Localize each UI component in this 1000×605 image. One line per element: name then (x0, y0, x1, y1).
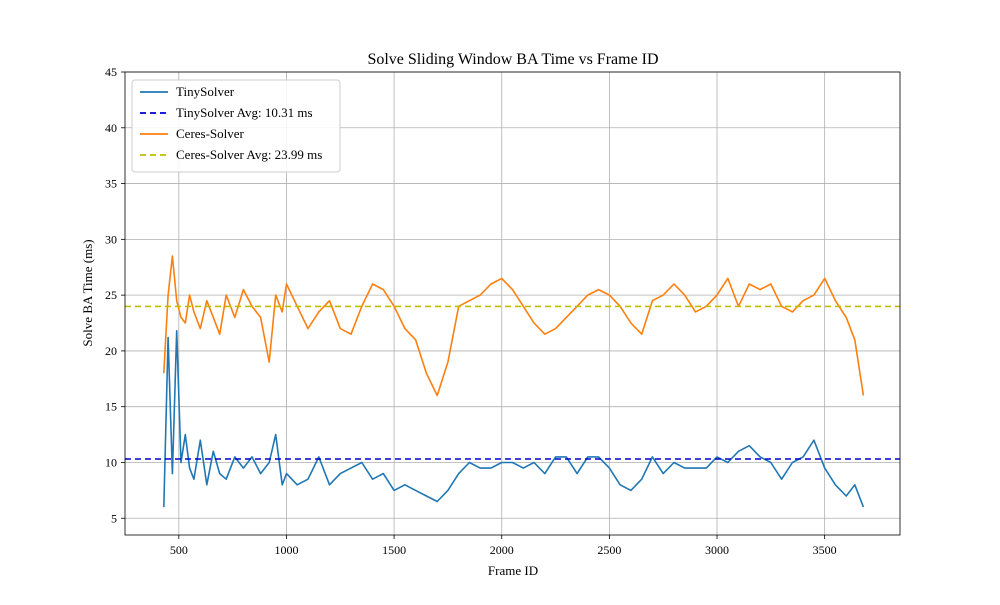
y-tick-label: 25 (105, 288, 117, 302)
y-tick-label: 40 (105, 121, 117, 135)
legend-label: Ceres-Solver (176, 126, 245, 141)
x-tick-label: 1000 (274, 543, 298, 557)
plot-series (125, 255, 900, 508)
y-tick-label: 30 (105, 232, 117, 246)
x-tick-label: 3000 (705, 543, 729, 557)
legend: TinySolver TinySolver Avg: 10.31 ms Ceres-… (131, 79, 341, 173)
x-tick-label: 500 (170, 543, 188, 557)
y-tick-label: 20 (105, 344, 117, 358)
x-tick-label: 2500 (597, 543, 621, 557)
gridlines (125, 71, 900, 535)
legend-label: Ceres-Solver Avg: 23.99 ms (176, 147, 322, 162)
y-axis-label: Solve BA Time (ms) (80, 239, 95, 346)
x-tick-label: 3500 (813, 543, 837, 557)
legend-label: TinySolver Avg: 10.31 ms (176, 105, 313, 120)
x-axis-label: Frame ID (488, 563, 538, 578)
chart-title: Solve Sliding Window BA Time vs Frame ID (367, 51, 658, 68)
y-tick-label: 45 (105, 65, 117, 79)
series-line-0 (163, 330, 865, 508)
axes: 500 1000 1500 2000 2500 3000 3500 5 10 15 20 25 30 35… (105, 65, 901, 557)
series-line-2 (163, 255, 865, 397)
y-tick-label: 15 (105, 400, 117, 414)
y-tick-label: 10 (105, 455, 117, 469)
legend-label: TinySolver (176, 84, 235, 99)
y-tick-label: 35 (105, 177, 117, 191)
x-tick-label: 1500 (382, 543, 406, 557)
plot-frame (124, 71, 901, 536)
legend-box (131, 79, 341, 173)
x-tick-label: 2000 (490, 543, 514, 557)
y-tick-label: 5 (111, 511, 117, 525)
